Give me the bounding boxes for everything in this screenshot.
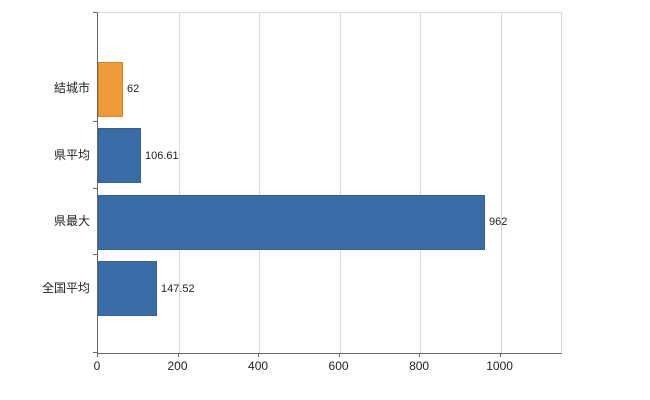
- y-axis-tick: [93, 187, 97, 189]
- y-axis-tick: [93, 121, 97, 123]
- y-axis-tick: [93, 254, 97, 256]
- x-tick-label: 0: [93, 359, 101, 373]
- bar-2: [98, 128, 141, 183]
- x-tick-label: 400: [248, 359, 269, 373]
- gridline: [178, 13, 180, 353]
- x-axis-tick: [419, 353, 421, 357]
- plot-area: 62 106.61 962 147.52: [97, 12, 562, 354]
- bar-value-label: 106.61: [145, 149, 179, 162]
- x-axis-tick: [258, 353, 260, 357]
- gridline: [420, 13, 422, 353]
- gridline: [259, 13, 261, 353]
- bar-4: [98, 261, 157, 316]
- bar-value-label: 147.52: [161, 282, 195, 295]
- x-axis-tick: [177, 353, 179, 357]
- bar-value-label: 62: [127, 83, 140, 95]
- gridline: [500, 13, 502, 353]
- x-tick-label: 200: [167, 359, 188, 373]
- bar-1: [98, 61, 123, 117]
- x-axis-tick: [499, 353, 501, 357]
- category-label: 結城市: [53, 81, 90, 95]
- x-tick-label: 1000: [486, 359, 513, 373]
- x-tick-label: 600: [328, 359, 349, 373]
- category-label: 全国平均: [41, 280, 90, 295]
- y-axis-tick: [93, 352, 97, 353]
- bar-3: [98, 194, 485, 250]
- x-axis-tick: [97, 353, 98, 357]
- gridline: [339, 13, 341, 353]
- category-label: 県最大: [53, 214, 90, 228]
- bar-value-label: 962: [489, 216, 508, 228]
- x-tick-label: 800: [409, 359, 430, 373]
- x-axis-tick: [338, 353, 340, 357]
- category-label: 県平均: [53, 147, 90, 162]
- y-axis-tick: [93, 12, 97, 13]
